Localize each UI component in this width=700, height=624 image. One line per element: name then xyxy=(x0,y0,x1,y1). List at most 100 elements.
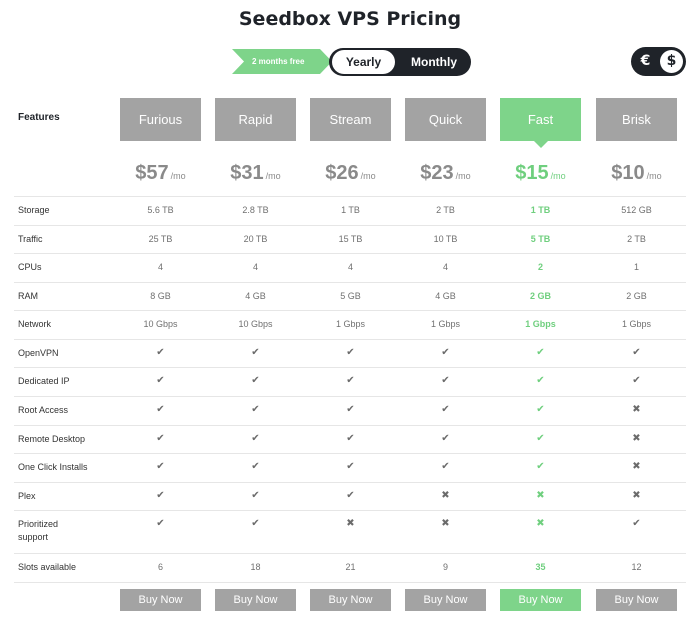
table-cell: 9 xyxy=(442,562,448,572)
row-label: OpenVPN xyxy=(18,348,59,358)
check-icon: ✔ xyxy=(346,404,355,415)
table-cell: 4 GB xyxy=(435,291,456,301)
table-cell: 2.8 TB xyxy=(242,205,269,215)
check-icon: ✔ xyxy=(156,404,165,415)
check-icon: ✔ xyxy=(156,490,165,501)
cross-icon: ✖ xyxy=(536,490,545,501)
billing-monthly-option[interactable]: Monthly xyxy=(411,55,457,69)
row-label: Remote Desktop xyxy=(18,434,86,444)
check-icon: ✔ xyxy=(632,347,641,358)
row-label: RAM xyxy=(18,291,38,301)
check-icon: ✔ xyxy=(346,461,355,472)
row-divider xyxy=(14,310,686,311)
row-divider xyxy=(14,196,686,197)
cross-icon: ✖ xyxy=(441,490,450,501)
check-icon: ✔ xyxy=(156,433,165,444)
features-label: Features xyxy=(18,112,60,123)
euro-icon[interactable]: € xyxy=(640,53,651,69)
row-label: Traffic xyxy=(18,234,43,244)
table-cell: 5.6 TB xyxy=(147,205,174,215)
price-amount: $57 xyxy=(135,162,169,184)
check-icon: ✔ xyxy=(251,490,260,501)
table-cell: 4 xyxy=(252,262,258,272)
cross-icon: ✖ xyxy=(632,461,641,472)
table-cell: 12 xyxy=(631,562,642,572)
billing-yearly-option[interactable]: Yearly xyxy=(332,50,395,74)
currency-toggle[interactable]: € $ xyxy=(631,47,686,76)
price-amount: $26 xyxy=(325,162,359,184)
row-divider xyxy=(14,510,686,511)
check-icon: ✔ xyxy=(156,518,165,529)
plan-header-rapid[interactable]: Rapid xyxy=(215,98,296,141)
check-icon: ✔ xyxy=(156,461,165,472)
price-period: /mo xyxy=(265,171,281,181)
check-icon: ✔ xyxy=(441,433,450,444)
table-cell: 4 xyxy=(347,262,353,272)
promo-badge: 2 months free xyxy=(232,49,332,74)
table-cell: 1 TB xyxy=(341,205,360,215)
buy-now-button-rapid[interactable]: Buy Now xyxy=(215,589,296,611)
table-cell: 8 GB xyxy=(150,291,171,301)
row-divider xyxy=(14,225,686,226)
table-cell: 25 TB xyxy=(148,234,173,244)
cross-icon: ✖ xyxy=(632,433,641,444)
buy-now-button-stream[interactable]: Buy Now xyxy=(310,589,391,611)
plan-header-furious[interactable]: Furious xyxy=(120,98,201,141)
row-divider xyxy=(14,282,686,283)
check-icon: ✔ xyxy=(346,433,355,444)
row-label: One Click Installs xyxy=(18,462,88,472)
cross-icon: ✖ xyxy=(632,404,641,415)
dollar-icon[interactable]: $ xyxy=(660,50,683,73)
table-cell: 5 TB xyxy=(530,234,551,244)
plan-header-brisk[interactable]: Brisk xyxy=(596,98,677,141)
table-cell: 1 Gbps xyxy=(335,319,366,329)
row-divider xyxy=(14,367,686,368)
table-cell: 4 xyxy=(157,262,163,272)
buy-now-button-furious[interactable]: Buy Now xyxy=(120,589,201,611)
table-cell: 4 xyxy=(442,262,448,272)
row-divider xyxy=(14,425,686,426)
check-icon: ✔ xyxy=(251,433,260,444)
table-cell: 4 GB xyxy=(245,291,266,301)
billing-toggle[interactable]: Yearly Monthly xyxy=(329,48,471,76)
plan-price-fast: $15/mo xyxy=(500,162,581,185)
plan-header-fast[interactable]: Fast xyxy=(500,98,581,148)
check-icon: ✔ xyxy=(251,375,260,386)
check-icon: ✔ xyxy=(441,347,450,358)
row-label: Prioritized support xyxy=(18,519,59,542)
price-amount: $23 xyxy=(420,162,454,184)
check-icon: ✔ xyxy=(251,461,260,472)
check-icon: ✔ xyxy=(251,518,260,529)
plan-header-quick[interactable]: Quick xyxy=(405,98,486,141)
check-icon: ✔ xyxy=(632,375,641,386)
check-icon: ✔ xyxy=(536,375,545,386)
plan-header-stream[interactable]: Stream xyxy=(310,98,391,141)
cross-icon: ✖ xyxy=(441,518,450,529)
check-icon: ✔ xyxy=(346,490,355,501)
check-icon: ✔ xyxy=(536,347,545,358)
row-divider xyxy=(14,553,686,554)
cross-icon: ✖ xyxy=(346,518,355,529)
row-label: Storage xyxy=(18,205,50,215)
check-icon: ✔ xyxy=(536,404,545,415)
check-icon: ✔ xyxy=(441,404,450,415)
table-cell: 10 Gbps xyxy=(143,319,178,329)
plan-price-brisk: $10/mo xyxy=(596,162,677,185)
buy-now-button-quick[interactable]: Buy Now xyxy=(405,589,486,611)
table-cell: 35 xyxy=(535,562,546,572)
buy-now-button-fast[interactable]: Buy Now xyxy=(500,589,581,611)
row-divider xyxy=(14,253,686,254)
row-label: Root Access xyxy=(18,405,69,415)
check-icon: ✔ xyxy=(632,518,641,529)
table-cell: 18 xyxy=(250,562,261,572)
check-icon: ✔ xyxy=(251,404,260,415)
row-divider xyxy=(14,482,686,483)
table-cell: 15 TB xyxy=(338,234,363,244)
plan-price-furious: $57/mo xyxy=(120,162,201,185)
table-cell: 2 TB xyxy=(627,234,646,244)
check-icon: ✔ xyxy=(251,347,260,358)
buy-now-button-brisk[interactable]: Buy Now xyxy=(596,589,677,611)
price-amount: $15 xyxy=(515,162,549,184)
row-divider xyxy=(14,396,686,397)
check-icon: ✔ xyxy=(441,375,450,386)
